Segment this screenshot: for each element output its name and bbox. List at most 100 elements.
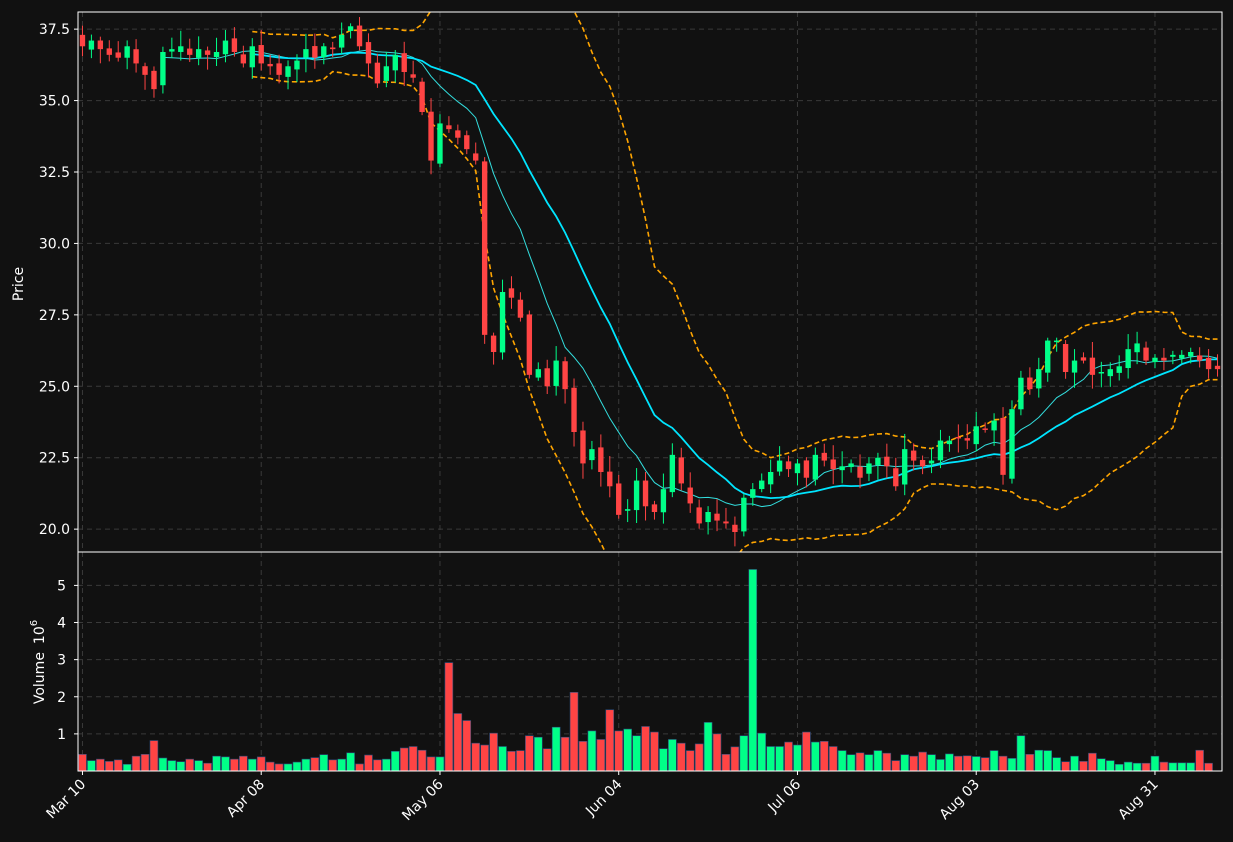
candle-body bbox=[1107, 369, 1113, 377]
volume-bar bbox=[498, 746, 507, 772]
volume-bar bbox=[96, 758, 105, 772]
candle-body bbox=[258, 45, 264, 64]
candle-body bbox=[1018, 377, 1024, 410]
candle-body bbox=[490, 335, 497, 352]
volume-bar bbox=[1186, 762, 1195, 772]
candle-body bbox=[544, 368, 550, 387]
volume-bar bbox=[596, 739, 606, 772]
candle-body bbox=[678, 457, 684, 484]
volume-axis-exponent: 6 bbox=[29, 620, 40, 626]
volume-bar bbox=[462, 720, 472, 772]
candle-body bbox=[723, 521, 729, 524]
candle-body bbox=[97, 40, 104, 50]
volume-tick-label: 4 bbox=[57, 616, 66, 632]
volume-bar bbox=[221, 756, 230, 772]
volume-bar bbox=[578, 741, 588, 772]
candle-body bbox=[589, 449, 595, 461]
candle-body bbox=[848, 463, 854, 468]
candle-body bbox=[1080, 357, 1087, 361]
moving-average-slow bbox=[252, 51, 1218, 500]
candle-body bbox=[946, 440, 953, 445]
volume-bar bbox=[1070, 755, 1079, 772]
candlesticks bbox=[79, 17, 1221, 547]
volume-bar bbox=[194, 760, 203, 772]
volume-bar bbox=[909, 755, 918, 772]
volume-bar bbox=[560, 736, 570, 772]
price-tick-label: 20.0 bbox=[39, 522, 70, 538]
volume-bar bbox=[534, 736, 543, 772]
candle-body bbox=[142, 66, 148, 75]
volume-bar bbox=[399, 747, 409, 772]
candle-body bbox=[982, 428, 988, 430]
volume-bar bbox=[292, 761, 302, 772]
candle-body bbox=[365, 42, 372, 64]
candle-body bbox=[598, 447, 604, 472]
volume-bar bbox=[248, 758, 257, 772]
bollinger-bands bbox=[252, 12, 1218, 552]
price-tick-label: 37.5 bbox=[39, 22, 70, 38]
price-tick-label: 27.5 bbox=[39, 308, 70, 324]
candle-body bbox=[1009, 409, 1015, 479]
candle-body bbox=[204, 50, 211, 55]
candle-body bbox=[446, 125, 452, 130]
candle-body bbox=[231, 38, 238, 52]
volume-bar bbox=[408, 746, 418, 772]
volume-plot-frame bbox=[77, 551, 1223, 772]
volume-bar bbox=[1016, 735, 1026, 772]
volume-bar bbox=[283, 763, 293, 772]
candle-body bbox=[401, 53, 407, 72]
volume-bar bbox=[328, 759, 337, 772]
candle-body bbox=[812, 454, 819, 480]
candle-body bbox=[714, 513, 720, 521]
volume-bar bbox=[203, 762, 212, 772]
volume-bar bbox=[310, 757, 320, 772]
x-tick-label: Mar 10 bbox=[44, 777, 90, 823]
volume-bar bbox=[551, 726, 561, 772]
volume-grid bbox=[78, 552, 1222, 771]
volume-bar bbox=[650, 731, 659, 772]
volume-bar bbox=[176, 761, 186, 772]
volume-bar bbox=[855, 752, 865, 772]
volume-bar bbox=[471, 742, 480, 772]
volume-bar bbox=[185, 758, 194, 772]
volume-bar bbox=[426, 756, 436, 772]
volume-bar bbox=[382, 758, 391, 772]
volume-bar bbox=[730, 746, 740, 772]
candle-body bbox=[383, 66, 390, 81]
volume-bar bbox=[757, 732, 766, 772]
volume-bar bbox=[712, 733, 722, 772]
x-tick-label: Aug 03 bbox=[937, 777, 983, 823]
candle-body bbox=[267, 63, 273, 67]
volume-bar bbox=[1168, 762, 1178, 772]
volume-bar bbox=[632, 735, 641, 772]
volume-bar bbox=[444, 662, 454, 772]
volume-bar bbox=[1150, 755, 1160, 772]
volume-bar bbox=[614, 730, 623, 772]
candle-body bbox=[473, 153, 479, 161]
candle-body bbox=[803, 460, 810, 478]
candle-body bbox=[705, 512, 711, 523]
volume-bar bbox=[846, 754, 856, 772]
volume-bar bbox=[337, 758, 346, 772]
candle-body bbox=[410, 74, 416, 78]
candle-body bbox=[1062, 344, 1069, 372]
candle-body bbox=[1027, 377, 1033, 390]
volume-bar bbox=[703, 722, 713, 772]
candle-body bbox=[616, 483, 622, 515]
candle-body bbox=[633, 480, 640, 511]
candle-body bbox=[330, 47, 336, 50]
volume-bar bbox=[131, 755, 141, 772]
candle-body bbox=[124, 46, 130, 58]
candle-body bbox=[1196, 355, 1203, 361]
volume-bar bbox=[525, 735, 534, 772]
candle-body bbox=[884, 456, 890, 467]
x-tick-label: May 06 bbox=[399, 776, 447, 824]
candle-body bbox=[553, 360, 559, 386]
price-panel: 20.0 22.5 25.0 27.5 30.0 32.5 35.0 37.5 Price bbox=[11, 11, 1223, 553]
volume-bar bbox=[1088, 752, 1097, 772]
volume-bar bbox=[113, 759, 123, 772]
volume-bar bbox=[87, 760, 96, 772]
price-tick-label: 22.5 bbox=[39, 451, 70, 467]
volume-bar bbox=[158, 757, 168, 772]
